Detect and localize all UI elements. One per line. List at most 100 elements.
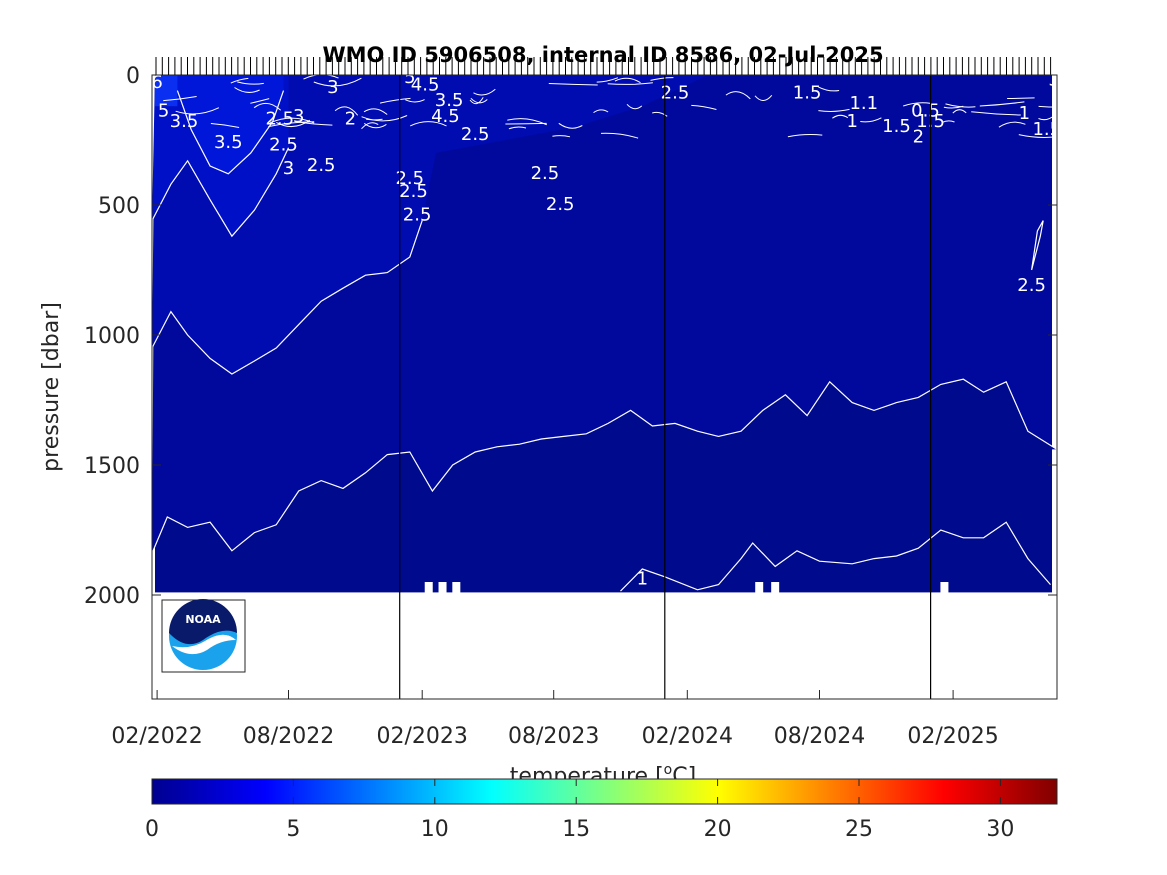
y-axis-label: pressure [dbar]: [39, 302, 64, 472]
noaa-emblem-icon: [169, 599, 237, 670]
isotherm-label: 2.5: [269, 134, 298, 155]
colorbar-tick-label: 20: [704, 817, 732, 842]
surface-isotherm-segment: [253, 102, 282, 111]
isotherm-label: 5: [158, 101, 169, 122]
profile-gap: [940, 582, 949, 595]
profile-gap: [755, 582, 764, 598]
surface-isotherm-segment: [237, 81, 264, 85]
surface-isotherm-segment: [691, 104, 717, 110]
surface-isotherm-segment: [379, 97, 411, 104]
surface-isotherm-segment: [473, 88, 496, 96]
y-tick-label: 1000: [84, 324, 140, 349]
isotherm-label: 0.5: [911, 101, 940, 122]
surface-isotherm-segment: [860, 117, 882, 123]
surface-isotherm-segment: [313, 77, 362, 87]
isotherm-label: 1.5: [793, 82, 822, 103]
surface-isotherm-segment: [998, 121, 1026, 128]
surface-isotherm-segment: [1038, 105, 1084, 108]
colorbar-ticks: 0 5 10 15 20 25 30: [145, 779, 1014, 842]
isotherm-label: 1.5: [1032, 119, 1061, 140]
surface-isotherm-segment: [945, 103, 976, 108]
surface-isotherm-segment: [818, 108, 850, 112]
isotherm-label: 2.5: [531, 163, 560, 184]
x-tick-label: 02/2023: [376, 724, 467, 749]
isotherm-label: 1.5: [882, 116, 911, 137]
surface-isotherm-segment: [405, 99, 425, 103]
isotherm-label: 6: [151, 72, 162, 93]
surface-isotherm-segment: [469, 97, 484, 105]
surface-isotherm-segment: [548, 83, 598, 86]
surface-isotherm-segment: [508, 126, 527, 130]
surface-isotherm-segment: [270, 117, 315, 124]
surface-isotherm-segment: [363, 122, 387, 129]
isotherm-1-5: [151, 378, 1058, 554]
surface-isotherm-segment: [818, 86, 840, 92]
surface-isotherm-segment: [558, 122, 583, 129]
isotherm-2-5: [151, 147, 290, 238]
surface-isotherm-segment: [725, 91, 751, 100]
surface-isotherm-segment: [942, 120, 955, 123]
surface-isotherm-segment: [361, 115, 408, 122]
isotherm-label: 2.5: [1017, 275, 1046, 296]
surface-isotherm-segment: [903, 102, 931, 107]
y-tick-label: 2000: [84, 584, 140, 609]
colorbar: [151, 778, 1058, 805]
surface-isotherm-segment: [1007, 97, 1035, 99]
colorbar-tick-label: 30: [986, 817, 1014, 842]
surface-isotherm-segment: [596, 77, 619, 83]
noaa-logo: NOAA: [161, 599, 246, 673]
isotherm-label: 2.5: [395, 168, 424, 189]
x-tick-label: 02/2024: [642, 724, 733, 749]
surface-isotherm-segment: [361, 122, 379, 130]
surface-isotherm-segment: [334, 106, 359, 116]
isotherm-1: [620, 521, 1051, 592]
isotherm-label: 3: [293, 106, 304, 127]
isotherm-2-5: [1031, 220, 1044, 271]
colorbar-tick-label: 0: [145, 817, 159, 842]
surface-isotherm-segment: [276, 119, 311, 127]
isotherm-label: 4.5: [431, 106, 460, 127]
surface-isotherm-segment: [593, 109, 609, 114]
y-tick-label: 0: [126, 64, 140, 89]
x-tick-label: 08/2024: [774, 724, 865, 749]
surface-isotherm-segment: [832, 114, 849, 119]
profile-gap: [771, 582, 780, 595]
surface-isotherm-segment: [600, 132, 639, 139]
x-tick-label: 02/2022: [111, 724, 202, 749]
isotherm-label: 3.5: [170, 111, 199, 132]
y-axis: 0 500 1000 1500 2000: [84, 64, 1057, 609]
isotherm-label: 2.5: [546, 194, 575, 215]
profile-gap: [452, 582, 461, 598]
field-band-2-to-2-5: [152, 75, 709, 374]
surface-isotherm-segment: [652, 111, 668, 117]
plot-frame: [151, 74, 1058, 700]
surface-isotherm-segment: [979, 101, 1025, 107]
colorbar-tick-label: 25: [845, 817, 873, 842]
year-dividers: [399, 75, 932, 699]
surface-isotherm-segment: [175, 107, 220, 115]
surface-isotherm-segment: [363, 108, 388, 115]
isotherm-label: 2: [913, 127, 924, 148]
x-tick-label: 08/2022: [243, 724, 334, 749]
colorbar-tick-label: 5: [286, 817, 300, 842]
surface-isotherm-segment: [787, 134, 823, 138]
x-tick-label: 08/2023: [508, 724, 599, 749]
x-axis: 02/2022 08/2022 02/2023 08/2023 02/2024 08/20…: [111, 690, 999, 749]
surface-isotherm-segment: [754, 94, 773, 102]
surface-isotherm-segment: [614, 77, 641, 84]
surface-isotherm-segment: [552, 135, 571, 138]
surface-isotherm-segment: [294, 120, 333, 126]
isotherm-label: 3.5: [435, 90, 464, 111]
x-tick-label: 02/2025: [907, 724, 998, 749]
profile-gap: [424, 582, 433, 598]
surface-isotherm-segment: [971, 111, 1021, 116]
isotherm-label: 4.5: [411, 75, 440, 96]
isotherm-label: 2: [345, 108, 356, 129]
field-band-above-3-5: [155, 75, 178, 107]
y-tick-label: 1500: [84, 454, 140, 479]
y-tick-label: 500: [98, 194, 140, 219]
profile-tick-marks: [155, 57, 1052, 75]
noaa-logo-text: NOAA: [185, 613, 221, 626]
surface-isotherm-segment: [952, 109, 967, 114]
